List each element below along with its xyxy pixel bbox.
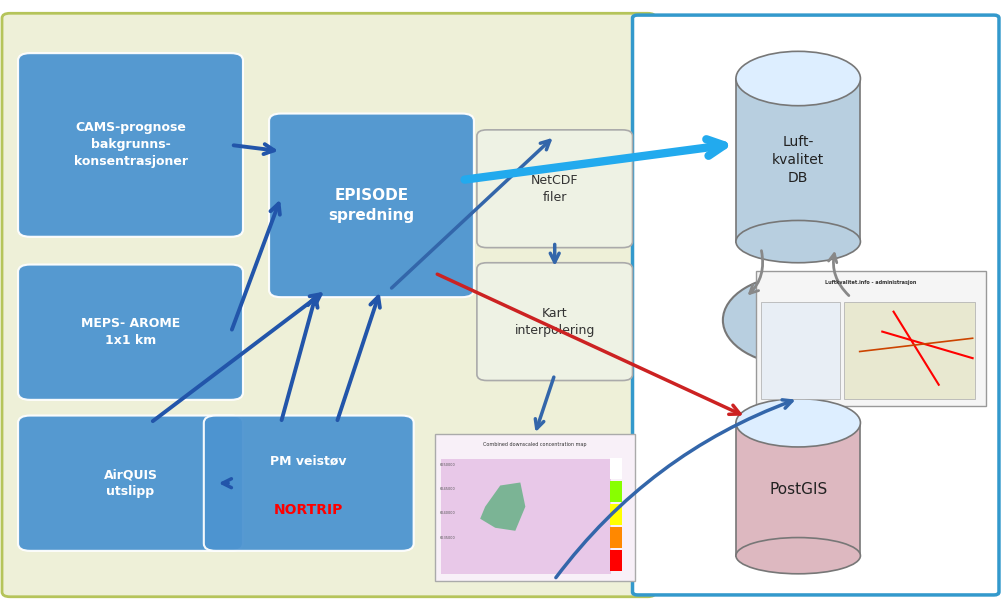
Text: Combined downscaled concentration map: Combined downscaled concentration map [482, 442, 586, 447]
Ellipse shape [735, 220, 860, 263]
Polygon shape [479, 483, 525, 531]
FancyBboxPatch shape [18, 416, 243, 551]
FancyBboxPatch shape [610, 481, 622, 502]
Text: Luft-
kvalitet
DB: Luft- kvalitet DB [771, 135, 823, 185]
Ellipse shape [735, 538, 860, 574]
Ellipse shape [735, 51, 860, 106]
Text: 6645000: 6645000 [439, 487, 455, 491]
FancyBboxPatch shape [843, 302, 974, 399]
FancyBboxPatch shape [610, 504, 622, 525]
Text: AirQUIS
utslipp: AirQUIS utslipp [103, 468, 157, 498]
Polygon shape [735, 79, 860, 242]
Text: EPISODE
spredning: EPISODE spredning [328, 188, 414, 223]
Ellipse shape [735, 399, 860, 447]
FancyBboxPatch shape [18, 265, 243, 400]
FancyBboxPatch shape [760, 302, 840, 399]
FancyBboxPatch shape [269, 114, 473, 297]
Polygon shape [735, 423, 860, 556]
Text: CAMS-prognose
bakgrunns-
konsentrasjoner: CAMS-prognose bakgrunns- konsentrasjoner [73, 121, 188, 169]
Text: PM veistøv: PM veistøv [270, 455, 347, 468]
Text: MEPS- AROME
1x1 km: MEPS- AROME 1x1 km [81, 317, 180, 347]
FancyBboxPatch shape [440, 459, 611, 574]
FancyBboxPatch shape [610, 527, 622, 548]
FancyBboxPatch shape [204, 416, 413, 551]
Ellipse shape [722, 275, 873, 365]
FancyBboxPatch shape [2, 13, 655, 597]
Text: PostGIS: PostGIS [768, 482, 826, 496]
FancyBboxPatch shape [610, 550, 622, 571]
FancyBboxPatch shape [434, 434, 634, 581]
FancyBboxPatch shape [476, 130, 632, 248]
FancyBboxPatch shape [18, 53, 243, 237]
FancyBboxPatch shape [476, 263, 632, 381]
Text: 6650000: 6650000 [439, 463, 455, 467]
Text: Kart
interpolering: Kart interpolering [514, 307, 595, 336]
Text: Maks time
Døgnmiddel: Maks time Døgnmiddel [761, 305, 833, 335]
FancyBboxPatch shape [610, 458, 622, 479]
Text: NetCDF
filer: NetCDF filer [531, 174, 578, 204]
Text: 6640000: 6640000 [439, 512, 455, 515]
Text: 6635000: 6635000 [439, 536, 455, 539]
FancyBboxPatch shape [632, 15, 998, 595]
FancyBboxPatch shape [755, 271, 985, 406]
Text: NORTRIP: NORTRIP [274, 503, 343, 517]
Text: Luftkvalitet.info - administrasjon: Luftkvalitet.info - administrasjon [824, 280, 916, 285]
